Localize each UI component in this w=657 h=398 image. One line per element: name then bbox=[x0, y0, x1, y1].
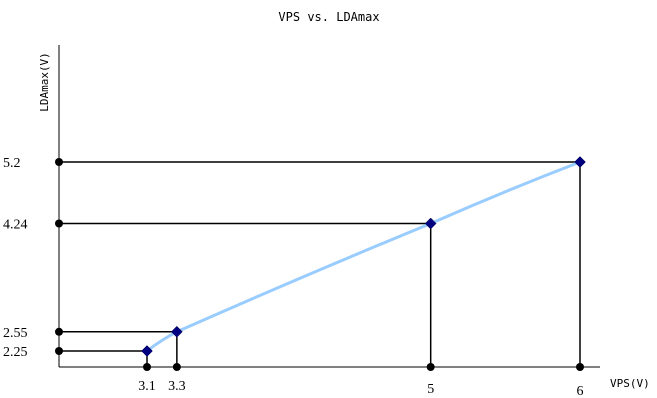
y-axis-dot bbox=[55, 347, 63, 355]
y-tick-labels: 2.25 2.55 4.24 5.2 bbox=[3, 156, 28, 360]
y-tick-label: 2.55 bbox=[3, 326, 28, 341]
x-tick-label: 3.1 bbox=[138, 379, 156, 394]
x-axis-dot bbox=[576, 363, 584, 371]
x-axis-dot bbox=[143, 363, 151, 371]
guide-lines bbox=[59, 161, 581, 367]
axis-dots bbox=[55, 158, 584, 371]
y-axis-dot bbox=[55, 327, 63, 336]
x-tick-label: 6 bbox=[577, 384, 584, 398]
y-axis-dot bbox=[55, 158, 63, 166]
y-tick-label: 5.2 bbox=[3, 156, 21, 171]
y-axis-dot bbox=[55, 219, 63, 228]
x-tick-label: 5 bbox=[427, 382, 434, 397]
data-point-marker bbox=[141, 345, 153, 357]
data-markers bbox=[141, 156, 586, 357]
x-axis-label: VPS(V) bbox=[610, 377, 650, 390]
x-axis-dot bbox=[172, 363, 181, 371]
series-line bbox=[145, 160, 582, 353]
x-tick-label: 3.3 bbox=[168, 379, 186, 394]
x-tick-labels: 3.1 3.3 5 6 bbox=[138, 379, 583, 398]
x-axis-dot bbox=[426, 363, 435, 371]
y-tick-label: 2.25 bbox=[3, 345, 28, 360]
data-point-marker bbox=[424, 217, 437, 230]
data-point-marker bbox=[574, 156, 586, 168]
y-tick-label: 4.24 bbox=[3, 218, 28, 233]
data-point-marker bbox=[171, 325, 183, 338]
y-axis-label: LDAmax(V) bbox=[38, 52, 51, 112]
chart-title: VPS vs. LDAmax bbox=[278, 10, 379, 24]
